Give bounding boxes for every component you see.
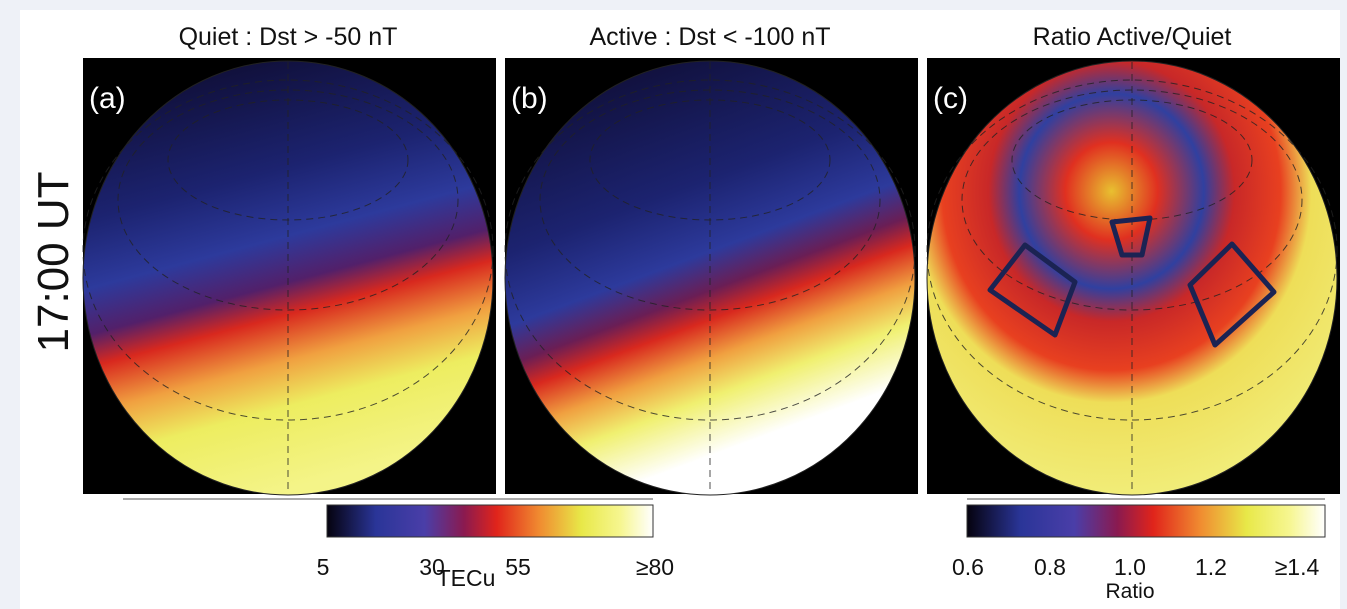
colorbar-label: TECu: [437, 565, 496, 591]
colorbar-tick-label: ≥1.4: [1275, 554, 1320, 580]
colorbar-tick-label: ≥80: [636, 554, 674, 580]
panel-tag: (c): [933, 82, 968, 115]
region-box: [1187, 241, 1277, 348]
colorbar-tick-label: 30: [419, 554, 445, 580]
colorbar: [326, 504, 654, 538]
region-box: [987, 242, 1078, 338]
grid-latitude: [926, 79, 1338, 421]
colorbar-tick-label: 55: [505, 554, 531, 580]
row-label: 17:00 UT: [29, 172, 78, 353]
panel-title: Active : Dst < -100 nT: [589, 23, 830, 51]
colorbar-tick-label: 5: [317, 554, 330, 580]
colorbars: 5 30 55 ≥80 TECu 0.6 0.8 1.0 1.2 ≥1.4 Ratio: [317, 504, 1326, 603]
grid-latitude: [504, 79, 916, 421]
panel-tag: (b): [511, 82, 548, 115]
grid-latitude: [539, 89, 881, 311]
map-outline: [926, 60, 1338, 496]
panels: Quiet : Dst > -50 nT (a) Active : Dst < -1…: [82, 23, 1340, 496]
colorbar: [966, 504, 1326, 538]
colorbar-tick-label: 1.2: [1195, 554, 1227, 580]
grid-latitude: [82, 79, 494, 421]
panel-title: Ratio Active/Quiet: [1033, 23, 1232, 51]
colorbar-tick-label: 1.0: [1114, 554, 1146, 580]
grid-latitude: [961, 89, 1303, 311]
grid-latitude: [167, 99, 409, 221]
map-outline: [82, 60, 494, 496]
grid-latitude: [589, 99, 831, 221]
panel-tag: (a): [89, 82, 126, 115]
region-box: [1109, 215, 1153, 258]
colorbar-tick-label: 0.6: [952, 554, 984, 580]
grid-latitude: [117, 89, 459, 311]
colorbar-tick-label: 0.8: [1034, 554, 1066, 580]
panel-title: Quiet : Dst > -50 nT: [179, 23, 398, 51]
map-outline: [504, 60, 916, 496]
colorbar-label: Ratio: [1105, 580, 1154, 603]
